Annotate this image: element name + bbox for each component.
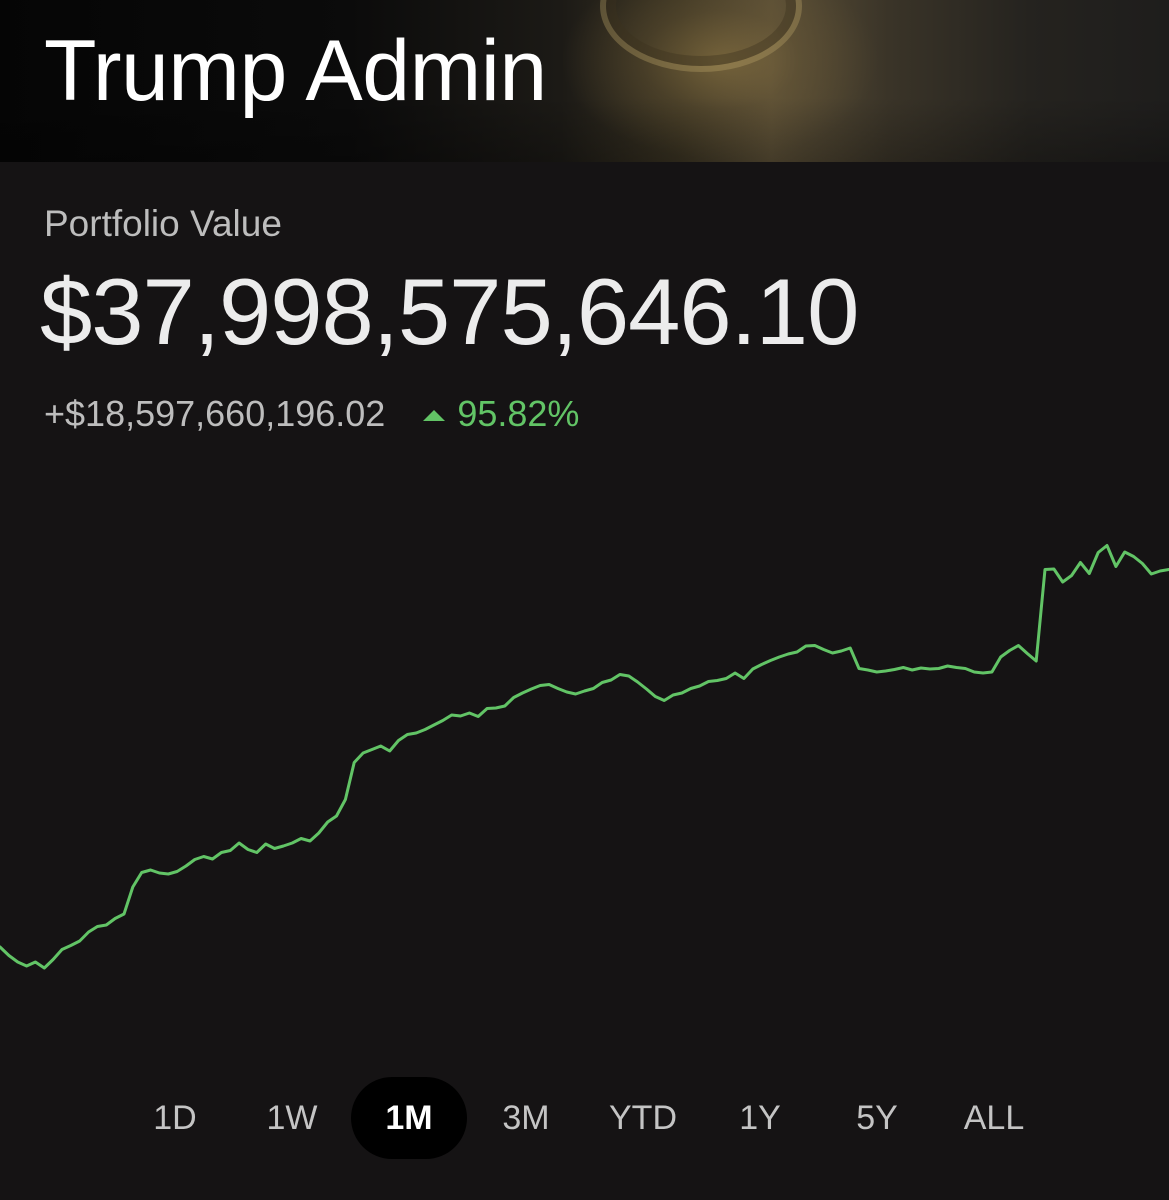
range-tab-ytd[interactable]: YTD bbox=[609, 1098, 677, 1137]
portfolio-value: $37,998,575,646.10 bbox=[40, 259, 859, 364]
change-percent: 95.82% bbox=[457, 393, 580, 434]
time-range-selector: 1D 1W 1M 3M YTD 1Y 5Y ALL bbox=[117, 1077, 1053, 1159]
range-tab-3m[interactable]: 3M bbox=[502, 1098, 550, 1137]
banner-overlay bbox=[0, 0, 1169, 162]
portfolio-title: Trump Admin bbox=[44, 23, 547, 119]
range-tab-1y[interactable]: 1Y bbox=[739, 1098, 781, 1137]
header-banner: Trump Admin bbox=[0, 0, 1169, 162]
up-arrow-icon bbox=[423, 409, 446, 421]
change-row: +$18,597,660,196.02 95.82% bbox=[44, 392, 579, 436]
range-tab-1d[interactable]: 1D bbox=[153, 1098, 197, 1137]
change-percent-group: 95.82% bbox=[423, 393, 579, 435]
portfolio-series-line bbox=[0, 544, 1169, 970]
range-tab-1w[interactable]: 1W bbox=[266, 1098, 318, 1137]
range-tab-5y[interactable]: 5Y bbox=[856, 1098, 898, 1137]
range-tab-1m[interactable]: 1M bbox=[351, 1077, 467, 1159]
range-tab-all[interactable]: ALL bbox=[963, 1098, 1025, 1137]
portfolio-line-chart[interactable] bbox=[0, 470, 1169, 1050]
change-amount: +$18,597,660,196.02 bbox=[44, 393, 386, 434]
portfolio-value-label: Portfolio Value bbox=[44, 203, 282, 244]
